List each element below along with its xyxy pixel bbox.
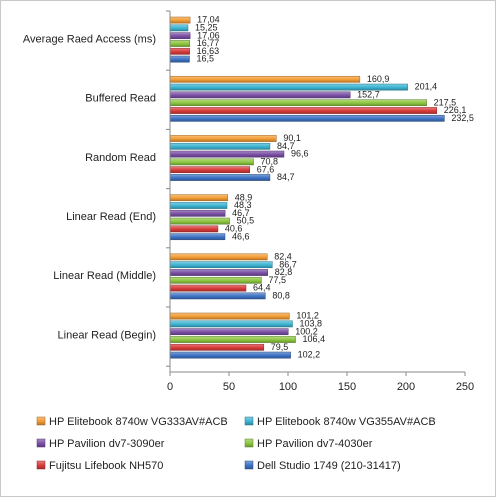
data-label: 46,7 xyxy=(232,208,250,218)
bar xyxy=(169,75,361,83)
legend-label: Dell Studio 1749 (210-31417) xyxy=(257,460,401,472)
bar xyxy=(169,225,219,233)
data-label: 84,7 xyxy=(277,141,295,151)
bar xyxy=(169,261,273,269)
bar xyxy=(169,194,228,202)
data-label: 17,04 xyxy=(197,15,220,25)
bar xyxy=(169,351,291,359)
bar xyxy=(169,312,290,320)
data-label: 86,7 xyxy=(279,259,297,269)
x-tick-label: 100 xyxy=(279,381,297,393)
bar xyxy=(169,47,190,55)
bar xyxy=(169,269,268,276)
bar xyxy=(169,91,351,99)
data-label: 64,4 xyxy=(253,283,271,293)
data-label: 77,5 xyxy=(268,275,286,285)
bar xyxy=(169,202,228,209)
x-tick-label: 200 xyxy=(397,381,415,393)
category-label: Linear Read (Begin) xyxy=(58,329,156,341)
data-label: 17,06 xyxy=(197,30,220,40)
legend-swatch xyxy=(244,460,254,470)
legend-swatch xyxy=(36,460,46,470)
data-label: 232,5 xyxy=(451,113,474,123)
data-label: 16,5 xyxy=(196,54,214,64)
bar xyxy=(169,292,266,300)
bar xyxy=(169,32,191,40)
bar xyxy=(169,135,277,142)
bar xyxy=(169,107,438,114)
bar xyxy=(169,16,191,24)
bar xyxy=(169,217,230,225)
x-tick-label: 250 xyxy=(456,381,474,393)
data-label: 15,25 xyxy=(195,23,218,33)
bar xyxy=(169,40,191,47)
x-tick-label: 0 xyxy=(167,381,173,393)
legend-label: HP Elitebook 8740w VG333AV#ACB xyxy=(49,416,228,428)
data-label: 16,63 xyxy=(197,46,220,56)
bar xyxy=(169,276,262,284)
data-label: 40,6 xyxy=(225,224,243,234)
data-label: 106,4 xyxy=(303,334,326,344)
bar xyxy=(169,233,226,241)
category-label: Linear Read (End) xyxy=(66,211,156,223)
data-label: 82,4 xyxy=(274,252,292,262)
legend-swatch xyxy=(36,438,46,448)
legend-label: HP Pavilion dv7-3090er xyxy=(49,438,165,450)
bar xyxy=(169,158,254,166)
category-label: Average Raed Access (ms) xyxy=(23,33,156,45)
legend-swatch xyxy=(244,438,254,448)
bar xyxy=(169,99,427,107)
bar xyxy=(169,343,265,351)
data-label: 103,8 xyxy=(299,319,322,329)
x-tick-label: 50 xyxy=(223,381,235,393)
bar xyxy=(169,114,445,122)
legend-swatch xyxy=(244,416,254,426)
axis-layer: Average Raed Access (ms) Buffered Read Ran… xyxy=(23,10,474,393)
data-label: 100,2 xyxy=(295,326,318,336)
category-label: Linear Read (Middle) xyxy=(53,270,156,282)
bar xyxy=(169,209,226,217)
legend: HP Elitebook 8740w VG333AV#ACB HP Elitebo… xyxy=(36,416,436,472)
bar xyxy=(169,24,189,32)
data-label: 82,8 xyxy=(275,267,293,277)
data-label: 48,3 xyxy=(234,200,252,210)
bar xyxy=(169,174,271,181)
data-label: 90,1 xyxy=(283,133,301,143)
bar xyxy=(169,320,293,328)
category-label: Buffered Read xyxy=(85,93,156,105)
data-label: 67,6 xyxy=(257,164,275,174)
data-label: 217,5 xyxy=(434,97,457,107)
legend-label: HP Elitebook 8740w VG355AV#ACB xyxy=(257,416,436,428)
legend-swatch xyxy=(36,416,46,426)
data-label: 226,1 xyxy=(444,105,467,115)
data-label: 79,5 xyxy=(271,342,289,352)
bar xyxy=(169,253,268,261)
data-label: 160,9 xyxy=(367,74,390,84)
bar xyxy=(169,284,247,292)
data-label: 48,9 xyxy=(235,192,253,202)
x-tick-label: 150 xyxy=(338,381,356,393)
bar xyxy=(169,166,251,174)
data-label: 152,7 xyxy=(357,90,380,100)
legend-label: Fujitsu Lifebook NH570 xyxy=(49,460,163,472)
data-label: 46,6 xyxy=(232,231,250,241)
data-label: 80,8 xyxy=(272,291,290,301)
data-label: 84,7 xyxy=(277,172,295,182)
legend-label: HP Pavilion dv7-4030er xyxy=(257,438,373,450)
data-label: 50,5 xyxy=(237,216,255,226)
category-label: Random Read xyxy=(85,152,156,164)
data-label: 16,77 xyxy=(197,38,220,48)
data-label: 201,4 xyxy=(415,82,438,92)
bar xyxy=(169,142,271,150)
bar xyxy=(169,55,190,63)
data-label: 96,6 xyxy=(291,149,309,159)
data-label: 102,2 xyxy=(298,350,321,360)
data-label: 70,8 xyxy=(261,157,279,167)
bar xyxy=(169,328,289,336)
data-label: 101,2 xyxy=(296,311,319,321)
